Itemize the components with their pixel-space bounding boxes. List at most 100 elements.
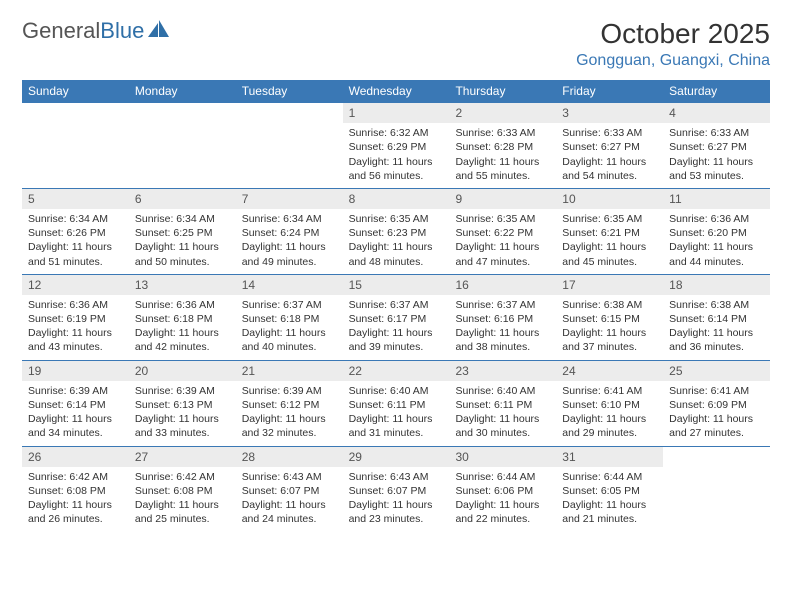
day-sunrise: Sunrise: 6:39 AM [242, 384, 337, 398]
weeks-container: 1Sunrise: 6:32 AMSunset: 6:29 PMDaylight… [22, 102, 770, 531]
day-day2: and 50 minutes. [135, 255, 230, 269]
day-sunrise: Sunrise: 6:36 AM [135, 298, 230, 312]
day-number: 8 [343, 189, 450, 209]
day-day2: and 29 minutes. [562, 426, 657, 440]
day-cell: 6Sunrise: 6:34 AMSunset: 6:25 PMDaylight… [129, 189, 236, 274]
day-body: Sunrise: 6:37 AMSunset: 6:17 PMDaylight:… [343, 295, 450, 360]
day-day2: and 43 minutes. [28, 340, 123, 354]
day-cell [22, 103, 129, 188]
day-day2: and 37 minutes. [562, 340, 657, 354]
day-sunset: Sunset: 6:27 PM [562, 140, 657, 154]
day-day1: Daylight: 11 hours [349, 412, 444, 426]
day-sunset: Sunset: 6:22 PM [455, 226, 550, 240]
day-cell: 25Sunrise: 6:41 AMSunset: 6:09 PMDayligh… [663, 361, 770, 446]
title-block: October 2025 Gongguan, Guangxi, China [576, 18, 770, 70]
day-number: 28 [236, 447, 343, 467]
day-cell: 1Sunrise: 6:32 AMSunset: 6:29 PMDaylight… [343, 103, 450, 188]
day-body: Sunrise: 6:35 AMSunset: 6:22 PMDaylight:… [449, 209, 556, 274]
day-sunset: Sunset: 6:23 PM [349, 226, 444, 240]
day-cell: 26Sunrise: 6:42 AMSunset: 6:08 PMDayligh… [22, 447, 129, 532]
day-day2: and 32 minutes. [242, 426, 337, 440]
day-body: Sunrise: 6:35 AMSunset: 6:23 PMDaylight:… [343, 209, 450, 274]
day-sunset: Sunset: 6:18 PM [135, 312, 230, 326]
day-number: 30 [449, 447, 556, 467]
day-body: Sunrise: 6:43 AMSunset: 6:07 PMDaylight:… [343, 467, 450, 532]
day-sunset: Sunset: 6:06 PM [455, 484, 550, 498]
day-day2: and 25 minutes. [135, 512, 230, 526]
day-day2: and 36 minutes. [669, 340, 764, 354]
day-day2: and 33 minutes. [135, 426, 230, 440]
day-day1: Daylight: 11 hours [669, 326, 764, 340]
day-number: 21 [236, 361, 343, 381]
day-day1: Daylight: 11 hours [242, 412, 337, 426]
day-body: Sunrise: 6:37 AMSunset: 6:18 PMDaylight:… [236, 295, 343, 360]
day-day2: and 24 minutes. [242, 512, 337, 526]
day-body: Sunrise: 6:34 AMSunset: 6:25 PMDaylight:… [129, 209, 236, 274]
day-cell: 31Sunrise: 6:44 AMSunset: 6:05 PMDayligh… [556, 447, 663, 532]
day-sunset: Sunset: 6:07 PM [349, 484, 444, 498]
day-day1: Daylight: 11 hours [455, 498, 550, 512]
day-day2: and 54 minutes. [562, 169, 657, 183]
day-number: 13 [129, 275, 236, 295]
day-cell: 14Sunrise: 6:37 AMSunset: 6:18 PMDayligh… [236, 275, 343, 360]
month-title: October 2025 [576, 18, 770, 50]
weekday-header: Tuesday [236, 80, 343, 102]
day-body: Sunrise: 6:34 AMSunset: 6:24 PMDaylight:… [236, 209, 343, 274]
day-sunset: Sunset: 6:15 PM [562, 312, 657, 326]
day-day1: Daylight: 11 hours [135, 412, 230, 426]
day-day1: Daylight: 11 hours [669, 240, 764, 254]
day-day2: and 40 minutes. [242, 340, 337, 354]
day-body: Sunrise: 6:38 AMSunset: 6:15 PMDaylight:… [556, 295, 663, 360]
day-sunset: Sunset: 6:24 PM [242, 226, 337, 240]
day-body: Sunrise: 6:44 AMSunset: 6:06 PMDaylight:… [449, 467, 556, 532]
day-sunrise: Sunrise: 6:37 AM [242, 298, 337, 312]
day-cell: 29Sunrise: 6:43 AMSunset: 6:07 PMDayligh… [343, 447, 450, 532]
day-sunrise: Sunrise: 6:42 AM [28, 470, 123, 484]
logo-text: GeneralBlue [22, 18, 144, 44]
week-row: 12Sunrise: 6:36 AMSunset: 6:19 PMDayligh… [22, 274, 770, 360]
day-sunrise: Sunrise: 6:41 AM [562, 384, 657, 398]
day-number: 17 [556, 275, 663, 295]
day-day2: and 31 minutes. [349, 426, 444, 440]
day-number [236, 103, 343, 123]
day-body: Sunrise: 6:42 AMSunset: 6:08 PMDaylight:… [129, 467, 236, 532]
day-number: 11 [663, 189, 770, 209]
day-cell: 8Sunrise: 6:35 AMSunset: 6:23 PMDaylight… [343, 189, 450, 274]
day-sunset: Sunset: 6:18 PM [242, 312, 337, 326]
logo-part2: Blue [100, 18, 144, 43]
day-body: Sunrise: 6:43 AMSunset: 6:07 PMDaylight:… [236, 467, 343, 532]
day-number: 9 [449, 189, 556, 209]
day-day1: Daylight: 11 hours [562, 326, 657, 340]
day-day1: Daylight: 11 hours [562, 240, 657, 254]
day-day2: and 39 minutes. [349, 340, 444, 354]
day-day1: Daylight: 11 hours [28, 240, 123, 254]
day-sunset: Sunset: 6:13 PM [135, 398, 230, 412]
day-body: Sunrise: 6:34 AMSunset: 6:26 PMDaylight:… [22, 209, 129, 274]
day-number: 14 [236, 275, 343, 295]
day-sunrise: Sunrise: 6:35 AM [455, 212, 550, 226]
day-body: Sunrise: 6:35 AMSunset: 6:21 PMDaylight:… [556, 209, 663, 274]
day-day1: Daylight: 11 hours [28, 498, 123, 512]
location: Gongguan, Guangxi, China [576, 52, 770, 70]
day-sunrise: Sunrise: 6:35 AM [349, 212, 444, 226]
day-cell: 3Sunrise: 6:33 AMSunset: 6:27 PMDaylight… [556, 103, 663, 188]
header: GeneralBlue October 2025 Gongguan, Guang… [22, 18, 770, 70]
day-sunset: Sunset: 6:07 PM [242, 484, 337, 498]
day-body: Sunrise: 6:44 AMSunset: 6:05 PMDaylight:… [556, 467, 663, 532]
day-day1: Daylight: 11 hours [669, 412, 764, 426]
day-number: 25 [663, 361, 770, 381]
day-number: 4 [663, 103, 770, 123]
day-body: Sunrise: 6:33 AMSunset: 6:28 PMDaylight:… [449, 123, 556, 188]
day-body: Sunrise: 6:39 AMSunset: 6:13 PMDaylight:… [129, 381, 236, 446]
day-sunset: Sunset: 6:14 PM [28, 398, 123, 412]
day-number: 10 [556, 189, 663, 209]
day-day1: Daylight: 11 hours [455, 240, 550, 254]
day-sunrise: Sunrise: 6:37 AM [349, 298, 444, 312]
weekday-header: Wednesday [343, 80, 450, 102]
day-sunset: Sunset: 6:29 PM [349, 140, 444, 154]
weekday-row: SundayMondayTuesdayWednesdayThursdayFrid… [22, 80, 770, 102]
week-row: 5Sunrise: 6:34 AMSunset: 6:26 PMDaylight… [22, 188, 770, 274]
day-cell [129, 103, 236, 188]
day-day2: and 53 minutes. [669, 169, 764, 183]
day-sunset: Sunset: 6:11 PM [349, 398, 444, 412]
